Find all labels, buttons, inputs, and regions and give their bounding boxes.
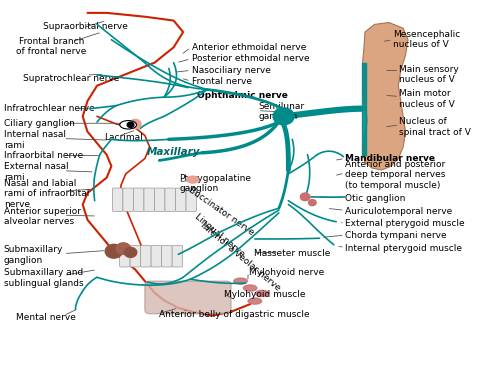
FancyBboxPatch shape [123, 188, 134, 212]
Circle shape [105, 244, 122, 258]
Ellipse shape [187, 176, 199, 183]
Text: Anterior ethmoidal nerve: Anterior ethmoidal nerve [192, 43, 306, 52]
Circle shape [127, 122, 134, 127]
Ellipse shape [248, 298, 262, 304]
FancyBboxPatch shape [141, 245, 151, 267]
Circle shape [124, 247, 137, 257]
FancyBboxPatch shape [119, 245, 130, 267]
Text: Internal nasal
rami: Internal nasal rami [4, 130, 66, 150]
Circle shape [130, 119, 141, 129]
Text: Chorda tympani nerve: Chorda tympani nerve [345, 232, 447, 240]
Text: Mylohyoid muscle: Mylohyoid muscle [224, 290, 305, 299]
Text: Main sensory
nucleus of V: Main sensory nucleus of V [399, 64, 459, 84]
FancyBboxPatch shape [112, 188, 123, 212]
Ellipse shape [120, 120, 137, 129]
Circle shape [300, 193, 310, 201]
Text: Ciliary ganglion: Ciliary ganglion [4, 119, 74, 128]
Circle shape [116, 243, 131, 254]
FancyBboxPatch shape [154, 188, 165, 212]
FancyBboxPatch shape [144, 188, 154, 212]
Text: Nucleus of
spinal tract of V: Nucleus of spinal tract of V [399, 117, 471, 137]
Circle shape [273, 108, 294, 125]
Text: Mesencephalic
nucleus of V: Mesencephalic nucleus of V [392, 30, 460, 49]
Text: Frontal nerve: Frontal nerve [192, 77, 252, 86]
Text: Lingual nerve: Lingual nerve [193, 213, 246, 259]
FancyBboxPatch shape [165, 188, 176, 212]
Text: External nasal
rami: External nasal rami [4, 162, 69, 182]
Text: External pterygoid muscle: External pterygoid muscle [345, 219, 464, 228]
Text: Nasal and labial
rami of infraorbital
nerve: Nasal and labial rami of infraorbital ne… [4, 179, 89, 209]
Text: Supraorbital nerve: Supraorbital nerve [43, 22, 128, 31]
Text: Pterygopalatine
ganglion: Pterygopalatine ganglion [179, 174, 251, 193]
Text: Anterior and posterior
deep temporal nerves
(to temporal muscle): Anterior and posterior deep temporal ner… [345, 160, 445, 190]
Text: Submaxillary and
sublingual glands: Submaxillary and sublingual glands [4, 268, 83, 288]
Text: Mylohyoid nerve: Mylohyoid nerve [249, 268, 324, 277]
Text: Inferior alveolar nerve: Inferior alveolar nerve [199, 220, 282, 292]
FancyBboxPatch shape [151, 245, 162, 267]
Text: Nasociliary nerve: Nasociliary nerve [192, 66, 271, 75]
Text: Frontal branch
of frontal nerve: Frontal branch of frontal nerve [16, 37, 87, 56]
Text: Otic ganglion: Otic ganglion [345, 194, 405, 203]
FancyBboxPatch shape [134, 188, 144, 212]
Text: Internal pterygoid muscle: Internal pterygoid muscle [345, 244, 462, 253]
Polygon shape [362, 22, 408, 170]
Text: Posterior ethmoidal nerve: Posterior ethmoidal nerve [192, 54, 310, 63]
FancyBboxPatch shape [145, 281, 231, 314]
FancyBboxPatch shape [186, 188, 197, 212]
Text: Infraorbital nerve: Infraorbital nerve [4, 151, 83, 160]
Text: Semilunar
ganglion: Semilunar ganglion [259, 102, 305, 122]
Circle shape [309, 200, 316, 206]
Ellipse shape [234, 278, 247, 284]
Text: Ophthalmic nerve: Ophthalmic nerve [197, 91, 287, 100]
Text: Infratrochlear nerve: Infratrochlear nerve [4, 104, 95, 113]
Ellipse shape [255, 290, 269, 296]
Ellipse shape [244, 285, 257, 291]
Text: Main motor
nucleus of V: Main motor nucleus of V [399, 90, 455, 109]
FancyBboxPatch shape [172, 245, 183, 267]
Text: Maxillary: Maxillary [147, 147, 200, 157]
Text: Mental nerve: Mental nerve [16, 313, 75, 322]
Text: Buccinator nerve: Buccinator nerve [187, 185, 256, 237]
Text: Auriculotemporal nerve: Auriculotemporal nerve [345, 207, 452, 216]
Text: Masseter muscle: Masseter muscle [254, 249, 330, 258]
FancyBboxPatch shape [176, 188, 186, 212]
Text: Anterior belly of digastric muscle: Anterior belly of digastric muscle [159, 310, 310, 319]
Text: Supratrochlear nerve: Supratrochlear nerve [23, 74, 119, 83]
FancyBboxPatch shape [162, 245, 172, 267]
Text: Anterior superior
alveolar nerves: Anterior superior alveolar nerves [4, 207, 81, 227]
Text: Mandibular nerve: Mandibular nerve [345, 154, 435, 163]
FancyBboxPatch shape [130, 245, 141, 267]
Text: Submaxillary
ganglion: Submaxillary ganglion [4, 245, 63, 265]
Text: Lacrimal: Lacrimal [104, 133, 143, 142]
